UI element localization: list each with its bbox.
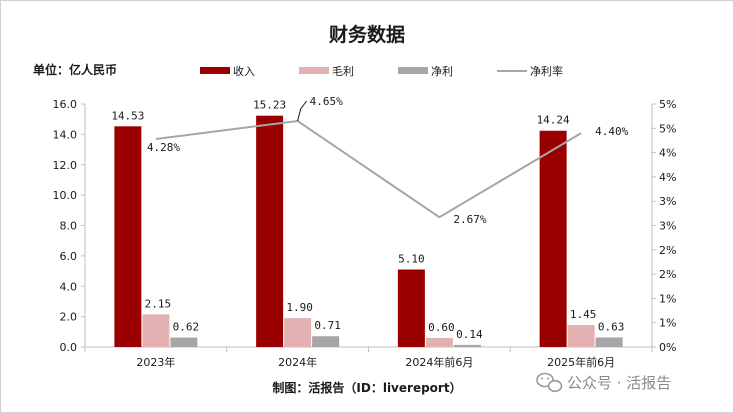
y-tick-label-right: 3%: [659, 195, 676, 208]
y-tick-label-right: 2%: [659, 268, 676, 281]
bar-毛利: [425, 337, 453, 347]
data-label: 0.63: [598, 320, 625, 333]
y-tick-label-right: 5%: [659, 122, 676, 135]
y-tick-label-left: 6.0: [60, 250, 78, 263]
bar-毛利: [284, 318, 312, 347]
y-tick-label-right: 2%: [659, 244, 676, 257]
unit-label: 单位：亿人民币: [33, 62, 117, 77]
y-tick-label-left: 10.0: [53, 189, 78, 202]
legend-swatch-毛利: [299, 67, 329, 74]
y-tick-label-left: 16.0: [53, 98, 78, 111]
y-tick-label-right: 4%: [659, 171, 676, 184]
y-tick-label-left: 12.0: [53, 159, 78, 172]
chart-title: 财务数据: [329, 23, 405, 46]
data-label: 14.53: [111, 109, 144, 122]
label-leader: [297, 100, 308, 122]
data-label: 2.15: [145, 297, 172, 310]
footer-credit: 制图：活报告（ID：livereport）: [272, 380, 461, 395]
bar-毛利: [567, 324, 595, 347]
legend: 收入 毛利 净利 净利率: [200, 64, 563, 78]
legend-swatch-收入: [200, 67, 230, 74]
bar-收入: [397, 269, 425, 347]
line-label: 4.65%: [310, 95, 343, 108]
bar-净利: [595, 337, 623, 347]
x-tick-label: 2024年前6月: [405, 355, 473, 369]
data-label: 0.14: [456, 328, 483, 341]
bar-净利: [453, 344, 481, 347]
y-tick-label-right: 0%: [659, 341, 676, 354]
bar-毛利: [142, 314, 170, 347]
margin-line: [155, 119, 582, 219]
x-tick-label: 2023年: [136, 355, 175, 369]
data-labels: 14.53 15.23 5.10 14.24 2.15 1.90 0.60 1.45 0.62 0…: [111, 95, 628, 341]
data-label: 14.24: [537, 114, 570, 127]
bar-收入: [256, 115, 284, 348]
data-label: 15.23: [253, 99, 286, 112]
watermark-text: 公众号 · 活报告: [567, 374, 671, 392]
legend-swatch-净利: [398, 67, 428, 74]
bars: [114, 115, 623, 348]
data-label: 1.45: [570, 308, 597, 321]
y-tick-label-left: 0.0: [60, 341, 78, 354]
bar-收入: [539, 130, 567, 347]
watermark: 公众号 · 活报告: [536, 372, 671, 393]
wechat-icon: [536, 372, 563, 393]
data-label: 5.10: [398, 253, 425, 266]
y-tick-label-left: 4.0: [60, 280, 78, 293]
y-tick-label-right: 1%: [659, 292, 676, 305]
y-tick-label-right: 5%: [659, 98, 676, 111]
line-label: 4.28%: [147, 141, 180, 154]
data-label: 1.90: [286, 301, 313, 314]
bar-净利: [312, 336, 340, 347]
bar-收入: [114, 126, 142, 347]
x-tick-label: 2024年: [278, 355, 317, 369]
data-label: 0.62: [173, 321, 200, 334]
legend-label: 毛利: [332, 65, 354, 78]
y-tick-label-right: 4%: [659, 147, 676, 160]
line-label: 2.67%: [453, 213, 486, 226]
data-label: 0.71: [314, 319, 341, 332]
y-tick-label-left: 14.0: [53, 128, 78, 141]
legend-label: 净利率: [530, 64, 563, 78]
data-label: 0.60: [428, 321, 455, 334]
y-tick-label-left: 2.0: [60, 311, 78, 324]
y-tick-label-left: 8.0: [60, 220, 78, 233]
axes: 0.0 2.0 4.0 6.0 8.0 10.0 12.0 14.0 16.0 0% 1% 1% 2% 2…: [53, 98, 677, 369]
bar-净利: [170, 337, 198, 347]
legend-label: 净利: [431, 64, 453, 78]
line-label: 4.40%: [595, 125, 628, 138]
y-tick-label-right: 3%: [659, 220, 676, 233]
x-tick-label: 2025年前6月: [547, 355, 615, 369]
y-tick-label-right: 1%: [659, 317, 676, 330]
line-净利率: [155, 119, 582, 219]
legend-label: 收入: [233, 64, 255, 78]
